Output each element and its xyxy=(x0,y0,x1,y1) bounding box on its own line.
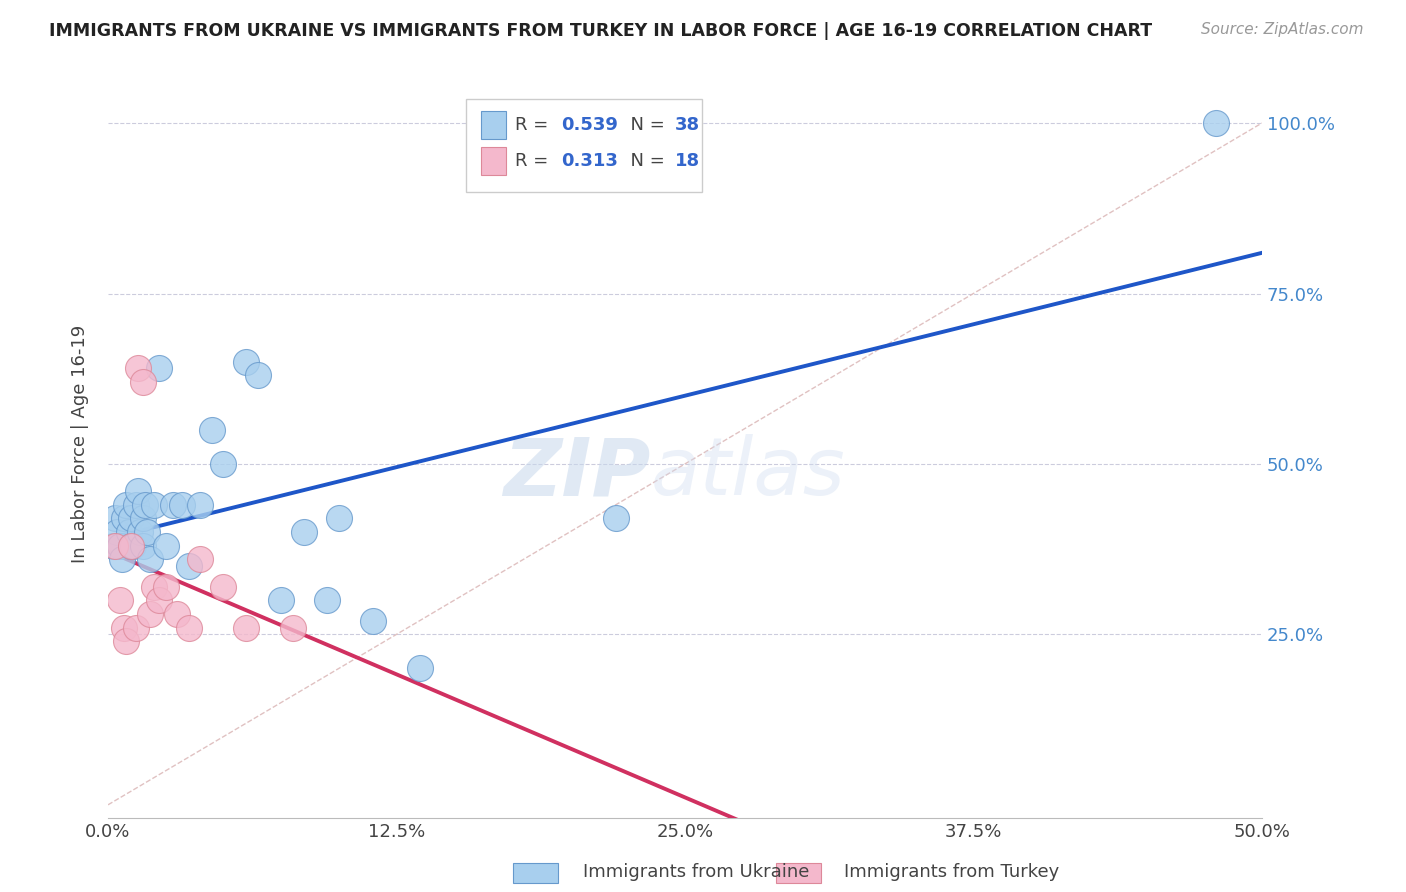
Point xyxy=(125,498,148,512)
Y-axis label: In Labor Force | Age 16-19: In Labor Force | Age 16-19 xyxy=(72,325,89,563)
Point xyxy=(148,361,170,376)
FancyBboxPatch shape xyxy=(465,98,702,193)
Point xyxy=(138,607,160,621)
Point xyxy=(1205,116,1227,130)
Point xyxy=(363,614,385,628)
Point xyxy=(104,511,127,525)
Point xyxy=(101,539,124,553)
Point xyxy=(127,484,149,499)
Point xyxy=(188,552,211,566)
Point xyxy=(112,621,135,635)
Point xyxy=(201,423,224,437)
Point xyxy=(118,525,141,540)
Point xyxy=(155,580,177,594)
Point xyxy=(143,498,166,512)
Point xyxy=(177,621,200,635)
FancyBboxPatch shape xyxy=(481,146,506,175)
Text: 0.313: 0.313 xyxy=(561,152,619,169)
Point xyxy=(125,621,148,635)
Point xyxy=(605,511,627,525)
Point xyxy=(122,539,145,553)
Point xyxy=(408,661,430,675)
Text: N =: N = xyxy=(619,116,671,134)
Point xyxy=(177,559,200,574)
Point xyxy=(129,525,152,540)
Point xyxy=(148,593,170,607)
Point xyxy=(120,539,142,553)
Point xyxy=(112,511,135,525)
Point xyxy=(115,634,138,648)
FancyBboxPatch shape xyxy=(481,111,506,139)
Point xyxy=(120,511,142,525)
Text: 18: 18 xyxy=(675,152,700,169)
Point xyxy=(131,375,153,389)
Point xyxy=(115,498,138,512)
Point xyxy=(120,539,142,553)
Point xyxy=(111,552,134,566)
Point xyxy=(246,368,269,383)
Point xyxy=(134,498,156,512)
Text: 38: 38 xyxy=(675,116,700,134)
Point xyxy=(105,525,128,540)
Point xyxy=(108,539,131,553)
Text: atlas: atlas xyxy=(651,434,845,513)
Text: Source: ZipAtlas.com: Source: ZipAtlas.com xyxy=(1201,22,1364,37)
Point xyxy=(235,354,257,368)
Point xyxy=(328,511,350,525)
Text: R =: R = xyxy=(516,116,554,134)
Point xyxy=(235,621,257,635)
Point xyxy=(162,498,184,512)
Point xyxy=(104,539,127,553)
Point xyxy=(281,621,304,635)
Text: Immigrants from Ukraine: Immigrants from Ukraine xyxy=(583,863,810,881)
Point xyxy=(170,498,193,512)
Point xyxy=(166,607,188,621)
Point xyxy=(155,539,177,553)
Text: Immigrants from Turkey: Immigrants from Turkey xyxy=(844,863,1059,881)
Text: 0.539: 0.539 xyxy=(561,116,619,134)
Text: IMMIGRANTS FROM UKRAINE VS IMMIGRANTS FROM TURKEY IN LABOR FORCE | AGE 16-19 COR: IMMIGRANTS FROM UKRAINE VS IMMIGRANTS FR… xyxy=(49,22,1153,40)
Point xyxy=(292,525,315,540)
Point xyxy=(127,361,149,376)
Point xyxy=(131,539,153,553)
Point xyxy=(270,593,292,607)
Point xyxy=(138,552,160,566)
Text: ZIP: ZIP xyxy=(503,434,651,513)
Point xyxy=(212,580,235,594)
Text: R =: R = xyxy=(516,152,554,169)
Point xyxy=(212,457,235,471)
Point xyxy=(316,593,339,607)
Point xyxy=(143,580,166,594)
Point xyxy=(131,511,153,525)
Text: N =: N = xyxy=(619,152,671,169)
Point xyxy=(136,525,159,540)
Point xyxy=(188,498,211,512)
Point xyxy=(108,593,131,607)
